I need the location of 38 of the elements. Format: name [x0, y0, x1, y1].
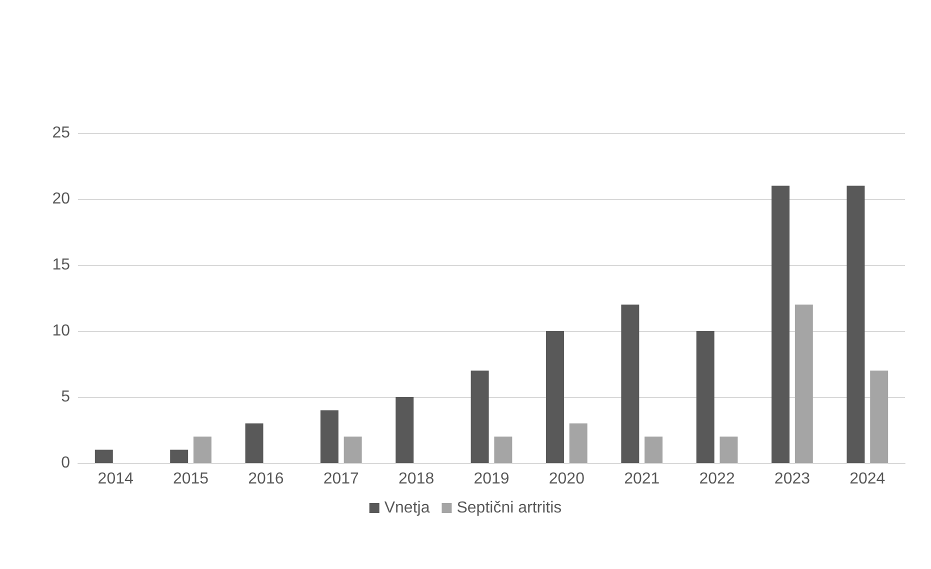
bar [846, 186, 865, 463]
y-tick-label: 5 [61, 388, 70, 406]
x-tick-label: 2024 [850, 470, 886, 488]
bar [320, 410, 338, 463]
x-tick-label: 2014 [98, 470, 134, 488]
bar [772, 186, 790, 463]
legend-label: Vnetja [384, 500, 430, 516]
bar [170, 450, 188, 463]
bar [494, 436, 512, 463]
bar [794, 304, 813, 463]
x-tick-label: 2020 [548, 470, 585, 488]
bar [193, 436, 212, 463]
x-tick-label: 2022 [699, 470, 735, 488]
bar [470, 370, 489, 463]
bar [546, 331, 564, 463]
y-tick-label: 10 [52, 322, 70, 340]
y-tick-label: 25 [52, 124, 70, 142]
y-tick-label: 20 [52, 190, 70, 208]
bar [644, 436, 663, 463]
y-tick-label: 0 [61, 454, 70, 472]
bar [245, 423, 264, 463]
x-tick-label: 2023 [774, 470, 810, 488]
x-tick-label: 2021 [624, 470, 660, 488]
legend-label: Septični artritis [456, 500, 562, 516]
x-tick-label: 2019 [474, 470, 510, 488]
bar [94, 450, 113, 463]
x-tick-label: 2015 [172, 470, 209, 488]
x-tick-label: 2016 [248, 470, 284, 488]
bar [696, 331, 714, 463]
x-tick-label: 2017 [323, 470, 360, 488]
x-tick-label: 2018 [398, 470, 434, 488]
bar [870, 370, 888, 463]
y-tick-label: 15 [52, 256, 70, 274]
bar [396, 397, 414, 463]
bar [621, 304, 640, 463]
bar [720, 436, 738, 463]
bar [569, 423, 588, 463]
bar [344, 436, 362, 463]
